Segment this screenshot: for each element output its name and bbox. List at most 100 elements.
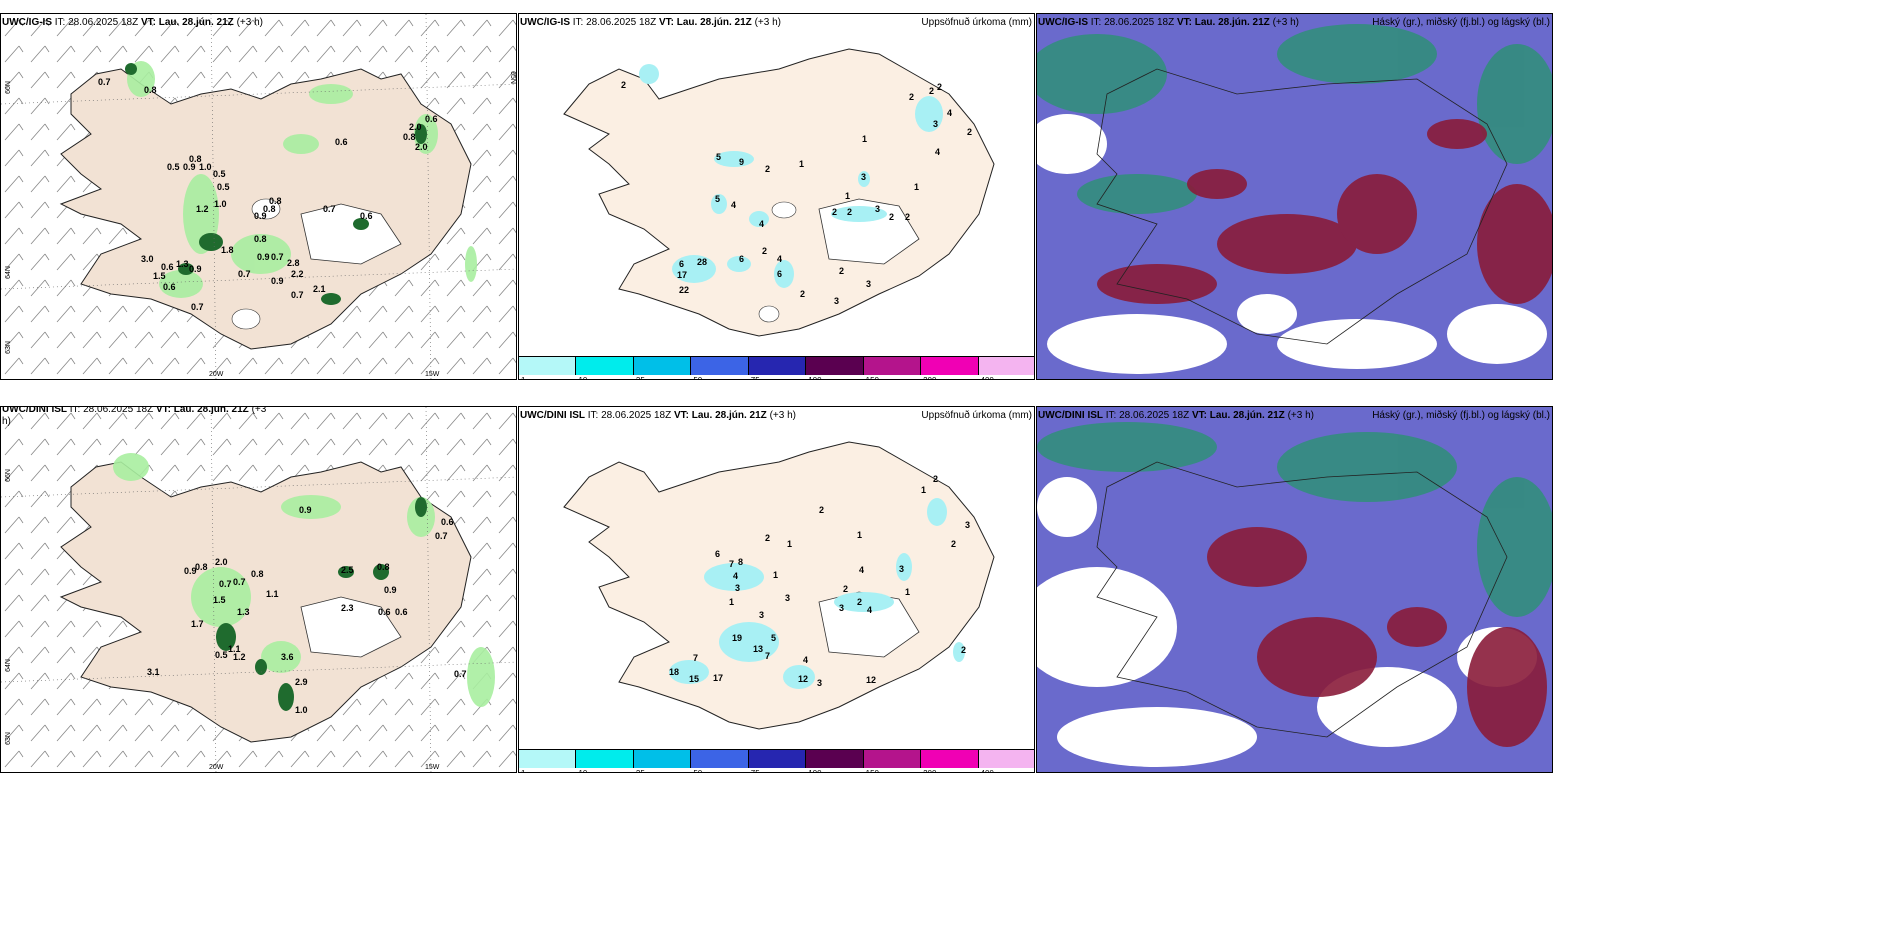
- value-label: 3.6: [281, 652, 294, 662]
- iceland-land: [563, 441, 995, 730]
- value-label: 2: [765, 533, 771, 543]
- value-label: 3: [866, 279, 872, 289]
- value-label: 0.9: [184, 566, 197, 576]
- value-label: 18: [669, 667, 680, 677]
- value-label: 0.5: [213, 169, 226, 179]
- lon-label: 20W: [209, 764, 224, 771]
- value-label: 4: [867, 605, 873, 615]
- value-label: 1.1: [266, 589, 279, 599]
- value-label: 6: [679, 259, 685, 269]
- value-label: 4: [733, 571, 739, 581]
- value-label: 1: [845, 191, 851, 201]
- value-label: 5: [715, 194, 721, 204]
- value-label: 4: [777, 254, 783, 264]
- value-label: 2: [765, 164, 771, 174]
- colorbar-bin: 75: [748, 357, 807, 379]
- value-label: 3: [834, 296, 840, 306]
- value-label: 2.1: [313, 284, 326, 294]
- value-label: 1: [857, 530, 863, 540]
- value-label: 3: [933, 119, 939, 129]
- value-label: 0.6: [161, 262, 174, 272]
- value-label: 0.7: [323, 204, 336, 214]
- value-label: 0.7: [238, 269, 251, 279]
- value-label: 2.0: [415, 142, 428, 152]
- value-label: 2: [800, 289, 806, 299]
- panel-header: UWC/IG-IS IT: 28.06.2025 18Z VT: Lau. 28…: [520, 17, 781, 28]
- value-label: 1.0: [295, 705, 308, 715]
- value-label: 0.8: [189, 154, 202, 164]
- value-label: 12: [866, 675, 877, 685]
- value-label: 1.2: [233, 652, 246, 662]
- wind-map: [1, 14, 516, 379]
- value-label: 0.8: [195, 562, 208, 572]
- value-label: 0.6: [378, 607, 391, 617]
- value-label: 4: [859, 565, 865, 575]
- iceland-land: [563, 48, 995, 337]
- value-label: 0.7: [271, 252, 284, 262]
- lat-label: 66N: [4, 81, 12, 94]
- colorbar-bin: 400: [978, 357, 1034, 379]
- lat-label: 64N: [4, 266, 12, 279]
- value-label: 0.9: [257, 252, 270, 262]
- value-label: 7: [765, 651, 771, 661]
- value-label: 1: [905, 587, 911, 597]
- value-label: 0.8: [377, 562, 390, 572]
- value-label: 2: [839, 266, 845, 276]
- value-label: 1.3: [176, 259, 189, 269]
- value-label: 0.8: [263, 204, 276, 214]
- wind-map: [1, 407, 516, 772]
- value-label: 2: [621, 80, 627, 90]
- value-label: 2: [961, 645, 967, 655]
- value-label: 0.8: [403, 132, 416, 142]
- value-label: 22: [679, 285, 690, 295]
- value-label: 2: [762, 246, 768, 256]
- value-label: 1: [729, 597, 735, 607]
- value-label: 1.5: [153, 271, 166, 281]
- value-label: 2: [909, 92, 915, 102]
- colorbar-bin: 100: [806, 750, 864, 772]
- value-label: 3: [875, 204, 881, 214]
- colorbar-bin: 50: [691, 357, 749, 379]
- panel-title: Háský (gr.), miðský (fj.bl.) og lágský (…: [1372, 17, 1550, 28]
- value-label: 8: [738, 557, 744, 567]
- colorbar-bin: 50: [691, 750, 749, 772]
- value-label: 0.9: [384, 585, 397, 595]
- colorbar-bin: 200: [921, 357, 979, 379]
- colorbar-bin: 100: [806, 357, 864, 379]
- colorbar-bin: 10: [576, 750, 634, 772]
- value-label: 2: [929, 86, 935, 96]
- value-label: 3: [735, 583, 741, 593]
- value-label: 3.1: [147, 667, 160, 677]
- value-label: 3: [817, 678, 823, 688]
- panel-title: Uppsöfnuð úrkoma (mm): [921, 17, 1032, 28]
- value-label: 1: [799, 159, 805, 169]
- value-labels: 2 1 2 1 2 1 3 2 6 7 8 4 3 1 4 3 1 3 3 2 …: [519, 407, 1034, 772]
- value-label: 0.7: [233, 577, 246, 587]
- value-label: 0.9: [254, 211, 267, 221]
- value-label: 7: [729, 559, 735, 569]
- value-label: 7: [693, 653, 699, 663]
- colorbar-bin: 400: [978, 750, 1034, 772]
- panel-clouds-dini: UWC/DINI ISL IT: 28.06.2025 18Z VT: Lau.…: [1036, 406, 1553, 773]
- value-label: 3: [861, 172, 867, 182]
- value-label: 9: [739, 157, 745, 167]
- iceland-land: [59, 461, 472, 743]
- colorbar-bin: 200: [921, 750, 979, 772]
- panel-wind-ig: UWC/IG-IS IT: 28.06.2025 18Z VT: Lau. 28…: [0, 13, 517, 380]
- value-label: 5: [716, 152, 722, 162]
- panel-precip-ig: UWC/IG-IS IT: 28.06.2025 18Z VT: Lau. 28…: [518, 13, 1035, 380]
- value-label: 4: [759, 219, 765, 229]
- value-label: 3: [759, 610, 765, 620]
- value-label: 4: [731, 200, 737, 210]
- value-label: 1.8: [221, 245, 234, 255]
- value-label: 2: [967, 127, 973, 137]
- colorbar: 1 10 25 50 75 100 150 200 400: [519, 356, 1034, 379]
- value-label: 0.7: [454, 669, 467, 679]
- panel-header: UWC/DINI ISL IT: 28.06.2025 18Z VT: Lau.…: [2, 406, 267, 427]
- value-label: 6: [715, 549, 721, 559]
- value-label: 0.9: [271, 276, 284, 286]
- value-label: 2.8: [287, 258, 300, 268]
- panel-title: Uppsöfnuð úrkoma (mm): [921, 410, 1032, 421]
- value-label: 0.6: [441, 517, 454, 527]
- colorbar-bin: 1: [519, 750, 577, 772]
